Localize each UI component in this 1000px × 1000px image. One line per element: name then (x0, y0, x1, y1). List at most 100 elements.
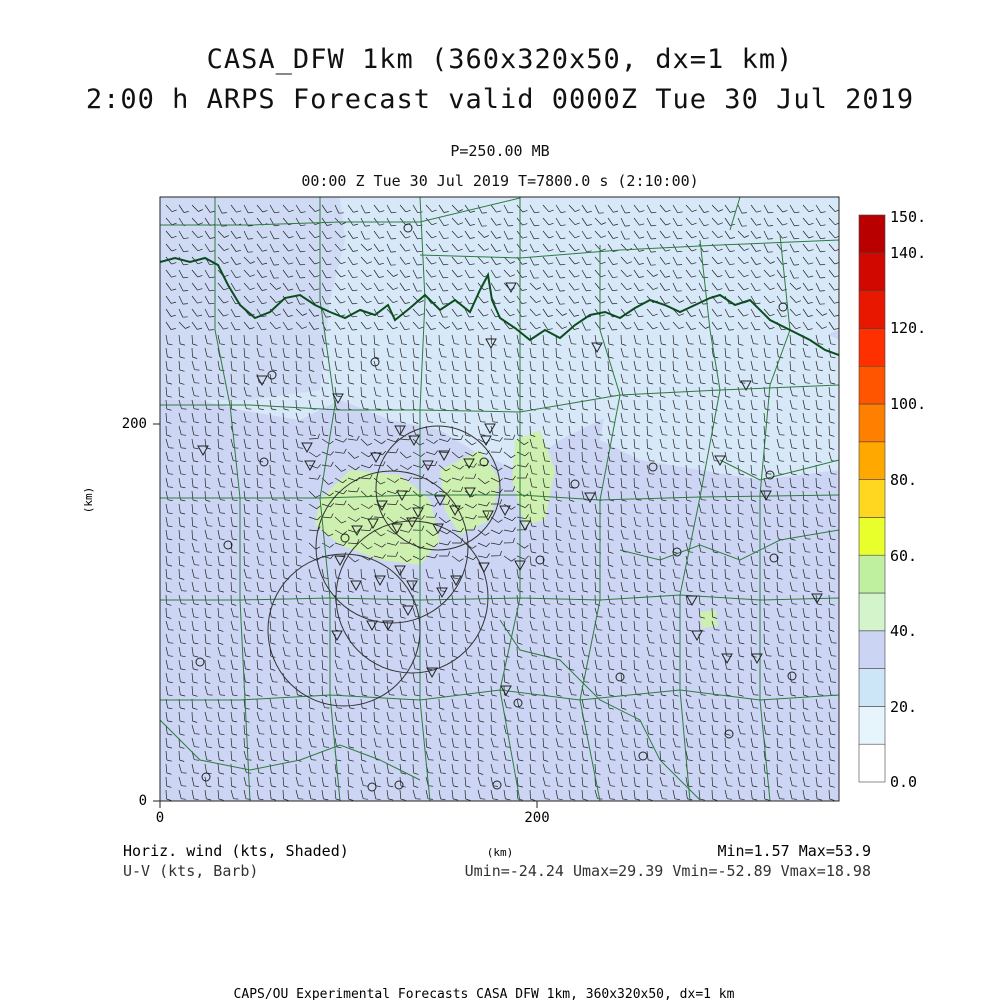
colorbar-swatch-13 (858, 252, 886, 291)
site-circle-icon (201, 772, 211, 782)
title-line-2: 2:00 h ARPS Forecast valid 0000Z Tue 30 … (85, 84, 915, 115)
colorbar-swatch-4 (858, 592, 886, 632)
colorbar-swatch-11 (858, 328, 886, 367)
colorbar-label-20: 20. (890, 698, 917, 716)
title-line-1: CASA_DFW 1km (360x320x50, dx=1 km) (206, 44, 794, 75)
station-triangle-icon (751, 653, 763, 665)
credit-line: CAPS/OU Experimental Forecasts CASA DFW … (234, 987, 735, 1000)
station-triangle-icon (449, 505, 461, 517)
station-triangle-icon (760, 490, 772, 502)
uv-stats-readout: Umin=-24.24 Umax=29.39 Vmin=-52.89 Vmax=… (465, 862, 871, 880)
station-triangle-icon (426, 667, 438, 679)
station-triangle-icon (714, 455, 726, 467)
vector-description: U-V (kts, Barb) (123, 862, 258, 880)
station-triangle-icon (376, 500, 388, 512)
colorbar-swatch-5 (858, 554, 886, 594)
station-triangle-icon (438, 450, 450, 462)
station-triangle-icon (505, 282, 517, 294)
map-frame (159, 196, 840, 802)
station-triangle-icon (485, 338, 497, 350)
site-circle-icon (724, 729, 734, 739)
site-circle-icon (340, 533, 350, 543)
site-circle-icon (370, 357, 380, 367)
site-circle-icon (259, 457, 269, 467)
field-description: Horiz. wind (kts, Shaded) (123, 842, 349, 860)
station-triangle-icon (514, 560, 526, 572)
site-circle-icon (615, 672, 625, 682)
station-triangle-icon (334, 555, 346, 567)
colorbar-label-60: 60. (890, 547, 917, 565)
y-axis: 0 200 (km) (82, 416, 160, 809)
valid-time: 00:00 Z Tue 30 Jul 2019 T=7800.0 s (2:10… (301, 172, 699, 190)
station-triangle-icon (691, 630, 703, 642)
station-triangle-icon (591, 342, 603, 354)
shade-region-northwest (160, 197, 345, 400)
map-panel (160, 197, 839, 801)
y-tick-label-1: 200 (122, 416, 147, 432)
station-triangle-icon (482, 510, 494, 522)
station-triangle-icon (412, 507, 424, 519)
station-triangle-icon (432, 523, 444, 535)
site-circle-icon (535, 555, 545, 565)
site-circle-icon (223, 540, 233, 550)
station-triangle-icon (408, 435, 420, 447)
x-tick-label-1: 200 (524, 810, 549, 826)
colorbar-label-100: 100. (890, 395, 926, 413)
station-triangle-icon (374, 575, 386, 587)
site-circle-icon (638, 751, 648, 761)
county-boundaries (160, 197, 839, 801)
x-axis: 0 200 (km) (156, 801, 550, 859)
wind-barbs (165, 204, 839, 801)
y-tick-label-0: 0 (139, 793, 147, 809)
colorbar-swatch-9 (858, 403, 886, 443)
station-triangle-icon (256, 375, 268, 387)
station-triangle-icon (811, 593, 823, 605)
site-circle-icon (394, 780, 404, 790)
colorbar-swatch-6 (858, 517, 886, 556)
colorbar-label-120: 120. (890, 319, 926, 337)
minmax-readout: Min=1.57 Max=53.9 (717, 842, 871, 860)
site-circle-icon (787, 671, 797, 681)
station-triangle-icon (406, 517, 418, 529)
footer: Horiz. wind (kts, Shaded) U-V (kts, Barb… (123, 842, 871, 1000)
station-triangle-icon (367, 518, 379, 530)
colorbar-label-0: 0.0 (890, 773, 917, 791)
station-triangle-icon (450, 575, 462, 587)
station-triangle-icon (499, 505, 511, 517)
station-triangle-icon (434, 495, 446, 507)
site-circle-icon (513, 698, 523, 708)
site-circle-icon (195, 657, 205, 667)
colorbar-label-80: 80. (890, 471, 917, 489)
site-circle-icon (367, 782, 377, 792)
colorbar-label-150: 150. (890, 208, 926, 226)
station-triangle-icon (350, 580, 362, 592)
site-circle-icon (778, 302, 788, 312)
colorbar-swatch-0 (858, 743, 886, 783)
colorbar-swatch-7 (858, 479, 886, 518)
station-triangle-icon (406, 580, 418, 592)
station-triangle-icon (366, 620, 378, 632)
station-triangle-icon (686, 595, 698, 607)
site-circle-icon (648, 462, 658, 472)
x-axis-unit: (km) (487, 846, 514, 859)
station-triangle-icon (391, 523, 403, 535)
colorbar (858, 214, 886, 783)
site-circle-icon (672, 547, 682, 557)
state-boundary-red-river (160, 256, 839, 356)
station-triangle-icon (519, 520, 531, 532)
station-triangle-icon (478, 562, 490, 574)
colorbar-label-40: 40. (890, 622, 917, 640)
station-triangle-icon (584, 492, 596, 504)
colorbar-labels: 150. 140. 120. 100. 80. 60. 40. 20. 0.0 (890, 208, 926, 791)
station-triangle-icon (480, 435, 492, 447)
colorbar-swatch-14 (858, 214, 886, 254)
station-triangle-icon (396, 490, 408, 502)
station-triangle-icon (402, 605, 414, 617)
colorbar-label-140: 140. (890, 244, 926, 262)
colorbar-swatch-3 (858, 630, 886, 669)
colorbar-swatch-1 (858, 706, 886, 745)
y-axis-unit: (km) (82, 487, 95, 514)
colorbar-swatch-10 (858, 365, 886, 405)
shade-region-green-4 (700, 610, 718, 628)
